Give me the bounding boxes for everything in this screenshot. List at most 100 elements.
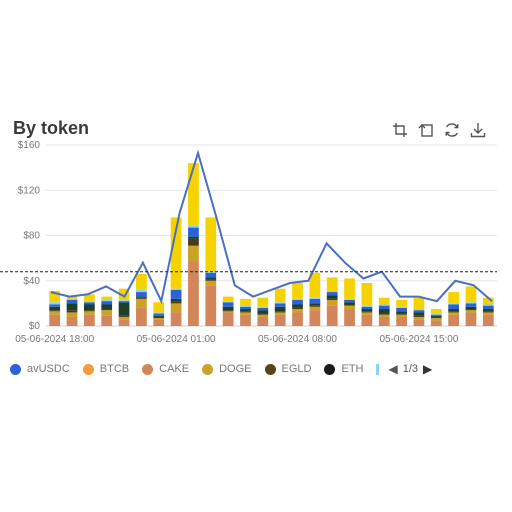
bar-segment[interactable] [448, 311, 460, 313]
bar-segment[interactable] [482, 314, 494, 326]
bar-segment[interactable] [49, 304, 61, 307]
bar-segment[interactable] [274, 314, 286, 326]
bar-segment[interactable] [83, 302, 95, 305]
bar-segment[interactable] [222, 310, 234, 312]
chevron-right-icon[interactable]: ▶ [423, 362, 433, 376]
bar-segment[interactable] [170, 301, 182, 304]
bar-segment[interactable] [396, 314, 407, 317]
bar-segment[interactable] [448, 292, 460, 304]
bar-segment[interactable] [136, 298, 147, 308]
bar-segment[interactable] [188, 238, 199, 246]
bar-segment[interactable] [136, 289, 147, 293]
bar-segment[interactable] [309, 297, 321, 299]
bar-segment[interactable] [49, 311, 61, 315]
bar-segment[interactable] [274, 302, 286, 304]
bar-segment[interactable] [188, 163, 199, 226]
bar-segment[interactable] [361, 306, 373, 310]
bar-segment[interactable] [465, 303, 477, 307]
bar-segment[interactable] [240, 305, 251, 307]
bar-segment[interactable] [118, 302, 130, 316]
bar-segment[interactable] [222, 301, 234, 303]
bar-segment[interactable] [170, 298, 182, 302]
bar-segment[interactable] [309, 272, 321, 298]
bar-segment[interactable] [430, 309, 442, 314]
chevron-left-icon[interactable]: ◀ [388, 362, 398, 376]
bar-segment[interactable] [326, 298, 338, 300]
bar-segment[interactable] [136, 307, 147, 326]
bar-segment[interactable] [413, 310, 425, 313]
bar-segment[interactable] [396, 306, 407, 308]
bar-segment[interactable] [448, 314, 460, 326]
legend-item[interactable]: ETH [324, 363, 363, 375]
bar-segment[interactable] [292, 309, 303, 313]
bar-segment[interactable] [344, 299, 355, 303]
bar-segment[interactable] [257, 306, 269, 308]
bar-segment[interactable] [361, 311, 373, 313]
bar-segment[interactable] [378, 297, 390, 305]
bar-segment[interactable] [83, 310, 95, 312]
bar-segment[interactable] [118, 288, 130, 300]
bar-segment[interactable] [49, 306, 61, 311]
bar-segment[interactable] [101, 309, 113, 311]
bar-segment[interactable] [118, 299, 130, 302]
bar-segment[interactable] [482, 312, 494, 315]
bar-segment[interactable] [465, 309, 477, 311]
bar-segment[interactable] [378, 304, 390, 306]
bar-segment[interactable] [361, 283, 373, 306]
bar-segment[interactable] [378, 305, 390, 310]
legend-item[interactable]: CAKE [142, 363, 189, 375]
bar-segment[interactable] [413, 316, 425, 320]
bar-segment[interactable] [448, 303, 460, 305]
bar-segment[interactable] [153, 315, 165, 317]
bar-segment[interactable] [170, 217, 182, 289]
bar-segment[interactable] [49, 290, 61, 303]
bar-segment[interactable] [66, 299, 78, 304]
bar-segment[interactable] [170, 303, 182, 313]
download-icon[interactable] [468, 120, 487, 139]
bar-segment[interactable] [326, 295, 338, 299]
bar-segment[interactable] [448, 304, 460, 310]
bar-segment[interactable] [413, 309, 425, 311]
bar-segment[interactable] [222, 296, 234, 302]
bar-segment[interactable] [136, 273, 147, 290]
bar-segment[interactable] [153, 316, 165, 319]
bar-segment[interactable] [118, 315, 130, 317]
bar-segment[interactable] [188, 236, 199, 239]
bar-segment[interactable] [240, 309, 251, 312]
bar-segment[interactable] [430, 318, 442, 321]
bar-segment[interactable] [430, 320, 442, 326]
bar-segment[interactable] [378, 313, 390, 315]
bar-segment[interactable] [257, 316, 269, 326]
bar-segment[interactable] [240, 298, 251, 306]
bar-segment[interactable] [465, 310, 477, 313]
bar-segment[interactable] [257, 314, 269, 317]
bar-segment[interactable] [326, 292, 338, 296]
bar-segment[interactable] [205, 285, 217, 326]
bar-segment[interactable] [326, 305, 338, 326]
bar-segment[interactable] [205, 272, 217, 278]
bar-segment[interactable] [118, 319, 130, 326]
bar-segment[interactable] [274, 288, 286, 303]
bar-segment[interactable] [396, 316, 407, 326]
bar-segment[interactable] [257, 313, 269, 315]
bar-segment[interactable] [222, 312, 234, 326]
bar-segment[interactable] [136, 292, 147, 297]
bar-segment[interactable] [257, 297, 269, 307]
bar-segment[interactable] [430, 313, 442, 315]
bar-segment[interactable] [361, 314, 373, 326]
bar-segment[interactable] [170, 312, 182, 326]
bar-segment[interactable] [257, 307, 269, 311]
bar-segment[interactable] [101, 301, 113, 305]
bar-segment[interactable] [326, 299, 338, 306]
bar-segment[interactable] [326, 290, 338, 293]
bar-segment[interactable] [136, 297, 147, 299]
bar-segment[interactable] [49, 302, 61, 305]
bar-segment[interactable] [222, 302, 234, 307]
bar-segment[interactable] [222, 306, 234, 311]
bar-segment[interactable] [396, 313, 407, 315]
bar-segment[interactable] [413, 297, 425, 310]
bar-segment[interactable] [170, 289, 182, 299]
bar-segment[interactable] [83, 301, 95, 303]
bar-segment[interactable] [292, 304, 303, 308]
bar-segment[interactable] [205, 277, 217, 280]
